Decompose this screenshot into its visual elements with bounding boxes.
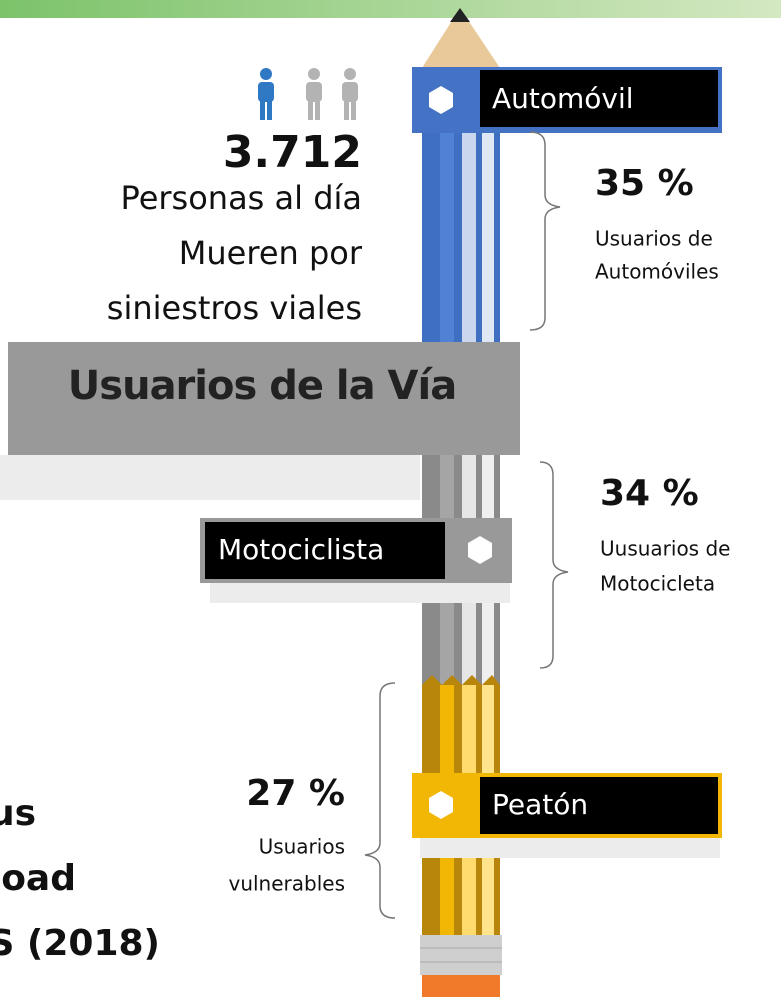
segment-tag-shadow bbox=[420, 838, 720, 858]
segment-label: Motociclista bbox=[218, 533, 384, 566]
source-line: oad bbox=[1, 858, 76, 899]
source-line: us bbox=[0, 793, 36, 834]
stat-line: Personas al día bbox=[121, 179, 362, 217]
segment-description: Usuarios bbox=[259, 835, 345, 859]
source-line: S (2018) bbox=[0, 923, 160, 964]
segment-description: Usuarios de bbox=[595, 227, 713, 251]
stat-line: Mueren por bbox=[179, 234, 363, 272]
stat-number: 3.712 bbox=[223, 127, 362, 178]
segment-description: vulnerables bbox=[228, 872, 345, 896]
segment-label: Peatón bbox=[492, 788, 588, 821]
segment-description: Motocicleta bbox=[600, 572, 715, 596]
segment-percent: 34 % bbox=[600, 473, 699, 514]
segment-tag-shadow bbox=[210, 583, 510, 603]
segment-description: Automóviles bbox=[595, 260, 719, 284]
people-icons bbox=[258, 68, 358, 120]
segment-label: Automóvil bbox=[492, 82, 634, 115]
banner-title: Usuarios de la Vía bbox=[68, 363, 456, 409]
infographic: 3.712 Personas al día Mueren por siniest… bbox=[0, 0, 781, 997]
top-band bbox=[0, 0, 781, 18]
segment-percent: 27 % bbox=[246, 773, 345, 814]
stat-line: siniestros viales bbox=[107, 289, 362, 327]
segment-percent: 35 % bbox=[595, 163, 694, 204]
segment-description: Uusuarios de bbox=[600, 537, 730, 561]
banner-shadow bbox=[0, 455, 420, 500]
